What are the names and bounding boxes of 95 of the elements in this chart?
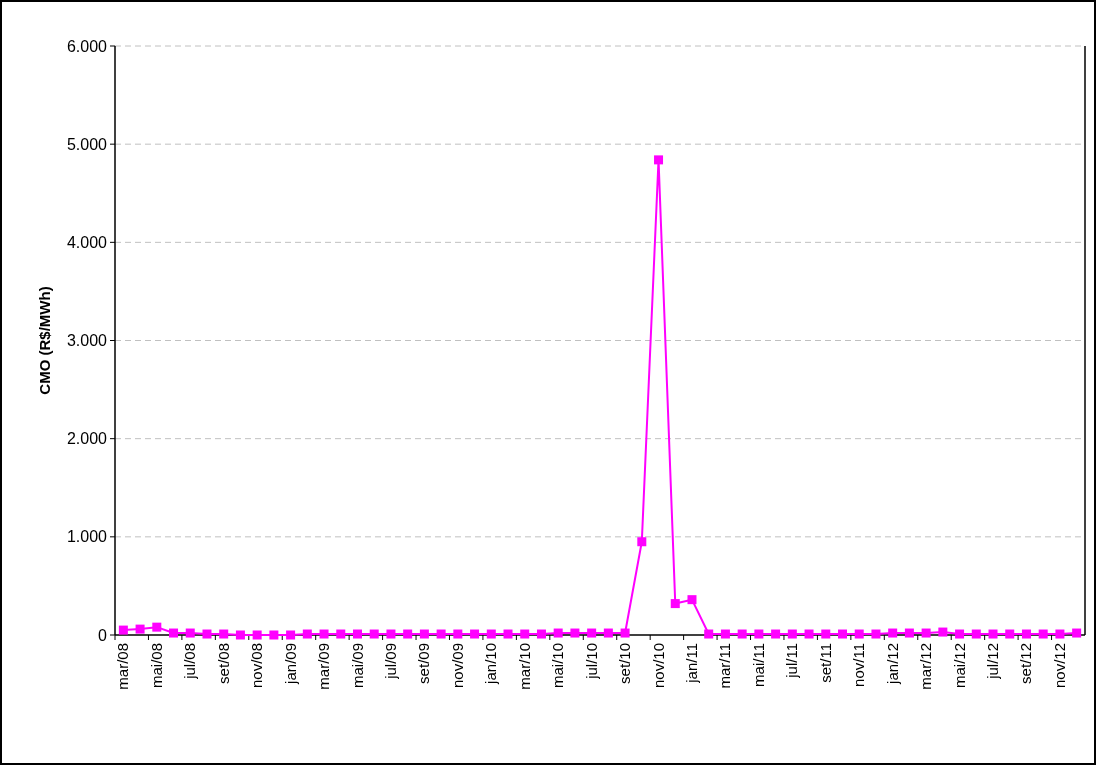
point <box>302 629 312 639</box>
point <box>319 629 329 639</box>
point <box>152 622 162 632</box>
x-tick-label: mar/10 <box>515 643 533 690</box>
point <box>169 628 179 638</box>
point <box>754 629 764 639</box>
point <box>720 629 730 639</box>
y-tick-label: 0 <box>98 626 108 644</box>
point <box>854 629 864 639</box>
point <box>1021 629 1031 639</box>
point <box>252 630 262 640</box>
x-tick-label: jan/10 <box>482 643 500 685</box>
point <box>503 629 513 639</box>
point <box>971 629 981 639</box>
point <box>1038 629 1048 639</box>
x-tick-label: nov/12 <box>1050 643 1068 689</box>
x-tick-label: jan/11 <box>682 643 700 684</box>
x-tick-label: nov/11 <box>850 643 868 687</box>
point <box>1005 629 1015 639</box>
point <box>921 628 931 638</box>
y-tick-label: 1.000 <box>66 528 108 546</box>
point <box>202 629 212 639</box>
x-tick-label: nov/09 <box>448 643 466 689</box>
x-tick-label: mar/09 <box>315 643 333 690</box>
x-tick-label: mai/12 <box>950 643 968 689</box>
point <box>570 628 580 638</box>
x-tick-label: mai/09 <box>348 643 366 689</box>
point <box>269 630 279 640</box>
x-tick-label: mai/10 <box>549 643 567 689</box>
point <box>118 625 128 635</box>
point <box>336 629 346 639</box>
x-tick-label: nov/10 <box>649 643 667 689</box>
point <box>219 629 229 639</box>
point <box>235 630 245 640</box>
point <box>737 629 747 639</box>
y-tick-label: 3.000 <box>66 332 108 350</box>
x-tick-label: mai/08 <box>147 643 165 689</box>
point <box>419 629 429 639</box>
y-tick-label: 6.000 <box>66 37 108 55</box>
point <box>520 629 530 639</box>
point <box>787 629 797 639</box>
point <box>453 629 463 639</box>
point <box>185 628 195 638</box>
point <box>888 628 898 638</box>
point <box>353 629 362 639</box>
point <box>369 629 379 639</box>
point <box>1055 629 1065 639</box>
x-tick-label: mai/11 <box>749 643 767 687</box>
y-axis-title: CMO (R$/MWh) <box>36 286 53 395</box>
x-tick-label: mar/08 <box>114 643 132 690</box>
point <box>536 629 546 639</box>
x-tick-label: set/12 <box>1017 643 1035 684</box>
point <box>704 629 714 639</box>
y-tick-label: 5.000 <box>66 135 108 153</box>
point <box>486 629 496 639</box>
point <box>988 629 998 639</box>
x-tick-label: jul/10 <box>582 643 600 680</box>
x-tick-label: jul/11 <box>783 643 801 679</box>
x-tick-label: set/11 <box>816 643 834 683</box>
point <box>436 629 446 639</box>
point <box>838 629 847 639</box>
x-tick-label: set/08 <box>214 643 232 684</box>
x-tick-label: nov/08 <box>248 643 266 689</box>
point <box>871 629 881 639</box>
x-tick-label: jul/09 <box>381 643 399 680</box>
point <box>603 628 613 638</box>
point <box>670 599 680 609</box>
point <box>955 629 965 639</box>
x-tick-label: jul/12 <box>984 643 1002 680</box>
y-tick-label: 2.000 <box>66 430 108 448</box>
point <box>938 627 948 637</box>
point <box>637 537 647 547</box>
x-tick-label: jan/09 <box>281 643 299 685</box>
point <box>286 630 296 640</box>
x-tick-label: mar/12 <box>917 643 935 690</box>
point <box>654 155 664 165</box>
point <box>687 595 697 605</box>
point <box>470 629 480 639</box>
point <box>821 629 831 639</box>
x-tick-label: mar/11 <box>716 643 734 689</box>
x-tick-label: jul/08 <box>181 643 199 680</box>
point <box>620 628 630 638</box>
point <box>1072 628 1082 638</box>
point <box>386 629 396 639</box>
point <box>804 629 814 639</box>
point <box>553 628 563 638</box>
point <box>904 628 914 638</box>
x-tick-label: set/10 <box>616 643 634 684</box>
x-tick-label: jan/12 <box>883 643 901 685</box>
point <box>403 629 413 639</box>
y-tick-label: 4.000 <box>66 233 108 251</box>
x-tick-label: set/09 <box>415 643 433 684</box>
point <box>587 628 597 638</box>
point <box>135 624 145 634</box>
point <box>771 629 781 639</box>
